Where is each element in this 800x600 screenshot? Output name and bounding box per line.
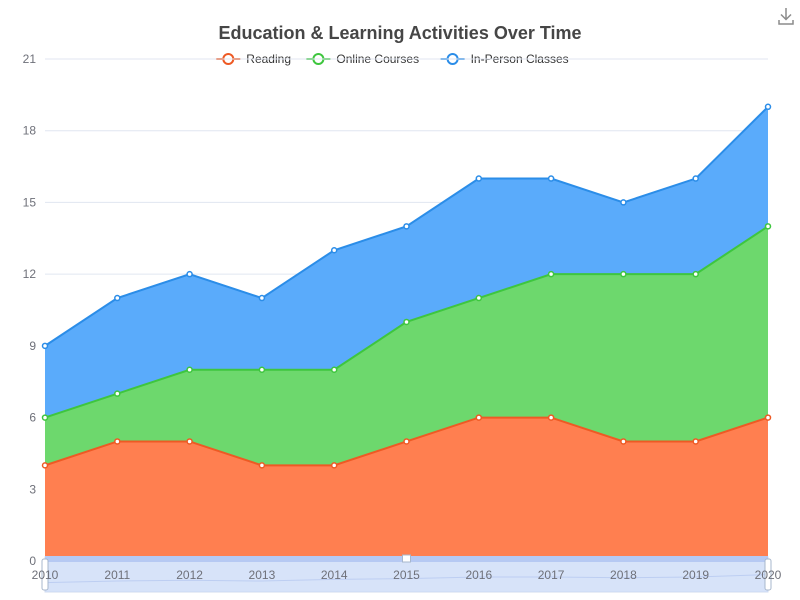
online-courses-point [547,270,555,278]
in-person-classes-point [114,294,121,302]
y-tick-label: 3 [29,482,36,496]
online-courses-point [186,366,193,374]
reading-point [330,462,338,469]
in-person-classes-point [475,175,483,182]
x-tick-label: 2010 [32,568,59,582]
in-person-classes-point [403,223,410,230]
online-courses-point [620,270,627,278]
chart-title: Education & Learning Activities Over Tim… [218,23,581,43]
data-zoom-left-handle[interactable] [41,558,49,591]
reading-point [258,462,266,469]
x-tick-label: 2014 [321,568,348,582]
data-zoom-selection[interactable] [45,557,768,592]
x-axis: 2010 2011 2012 2013 2014 2015 2016 2017 2018 2019… [32,568,782,582]
reading-point [475,414,483,421]
x-tick-label: 2013 [249,568,276,582]
reading-point [764,414,772,421]
online-courses-point [475,294,483,302]
data-zoom-right-handle[interactable] [764,558,772,591]
series-points [41,103,772,469]
reading-point [403,438,410,445]
y-tick-label: 6 [29,411,36,425]
online-courses-area [45,226,768,466]
in-person-classes-point [186,270,193,278]
reading-point [114,438,121,445]
in-person-classes-point [764,103,772,111]
online-courses-point [403,318,410,326]
x-tick-label: 2019 [682,568,709,582]
data-zoom-preview [44,574,769,584]
in-person-classes-point [620,199,627,206]
reading-point [186,438,193,445]
online-courses-point [764,223,772,230]
in-person-classes-point [41,342,49,350]
y-axis: 0 3 6 9 12 15 18 21 [23,52,37,568]
in-person-classes-point [330,246,338,254]
online-courses-point [692,270,699,278]
reading-point [41,462,49,469]
y-tick-label: 21 [23,52,37,66]
download-icon[interactable] [776,6,796,26]
x-tick-label: 2015 [393,568,420,582]
y-tick-label: 15 [23,195,37,209]
in-person-classes-point [258,294,266,302]
series-areas [45,106,768,561]
x-tick-label: 2012 [176,568,203,582]
x-tick-label: 2011 [104,568,130,582]
y-tick-label: 12 [23,267,37,281]
x-tick-label: 2020 [755,568,782,582]
online-courses-point [258,366,266,374]
data-zoom-drag-grip[interactable] [402,554,411,563]
online-courses-point [41,414,49,421]
x-tick-label: 2017 [538,568,565,582]
in-person-classes-point [547,175,555,182]
y-tick-label: 18 [23,124,37,138]
x-tick-label: 2016 [465,568,492,582]
online-courses-point [114,390,121,397]
reading-point [620,438,627,445]
reading-point [692,438,699,445]
data-zoom-slider[interactable] [41,554,772,593]
reading-point [547,414,555,421]
in-person-classes-area [45,106,768,418]
y-tick-label: 9 [29,339,36,353]
x-tick-label: 2018 [610,568,637,582]
online-courses-point [330,366,338,374]
in-person-classes-point [692,175,699,182]
y-tick-label: 0 [29,554,36,568]
